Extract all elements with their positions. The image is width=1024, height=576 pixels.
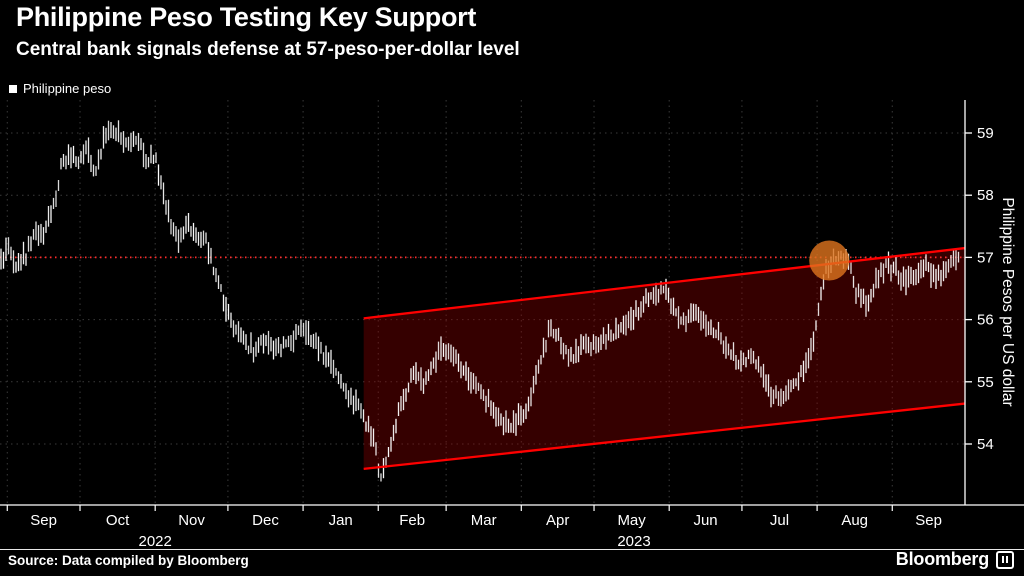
source-note: Source: Data compiled by Bloomberg <box>8 553 249 568</box>
svg-text:Jan: Jan <box>329 512 353 529</box>
legend: Philippine peso <box>9 81 111 96</box>
svg-text:54: 54 <box>977 436 994 453</box>
svg-text:56: 56 <box>977 312 994 329</box>
svg-text:Sep: Sep <box>30 512 57 529</box>
svg-text:Aug: Aug <box>841 512 868 529</box>
svg-text:59: 59 <box>977 125 994 142</box>
legend-label: Philippine peso <box>23 81 112 96</box>
svg-text:55: 55 <box>977 374 994 391</box>
svg-text:Dec: Dec <box>252 512 279 529</box>
svg-text:Jun: Jun <box>693 512 717 529</box>
chart-title: Philippine Peso Testing Key Support <box>16 2 477 32</box>
chart-subtitle: Central bank signals defense at 57-peso-… <box>16 39 520 60</box>
svg-text:2023: 2023 <box>617 533 650 550</box>
svg-text:Jul: Jul <box>770 512 789 529</box>
svg-text:Sep: Sep <box>915 512 942 529</box>
svg-text:Philippine Pesos per US dollar: Philippine Pesos per US dollar <box>999 197 1016 406</box>
bloomberg-wordmark: Bloomberg <box>895 549 989 569</box>
svg-text:Nov: Nov <box>178 512 205 529</box>
bloomberg-terminal-icon <box>996 550 1014 569</box>
svg-text:2022: 2022 <box>138 533 171 550</box>
legend-marker <box>9 84 17 93</box>
svg-text:Feb: Feb <box>399 512 425 529</box>
svg-text:58: 58 <box>977 187 994 204</box>
bloomberg-logo: Bloomberg <box>896 549 1014 570</box>
svg-text:May: May <box>617 512 646 529</box>
svg-text:Oct: Oct <box>106 512 130 529</box>
svg-text:Mar: Mar <box>471 512 497 529</box>
svg-text:57: 57 <box>977 249 994 266</box>
svg-text:Apr: Apr <box>546 512 569 529</box>
